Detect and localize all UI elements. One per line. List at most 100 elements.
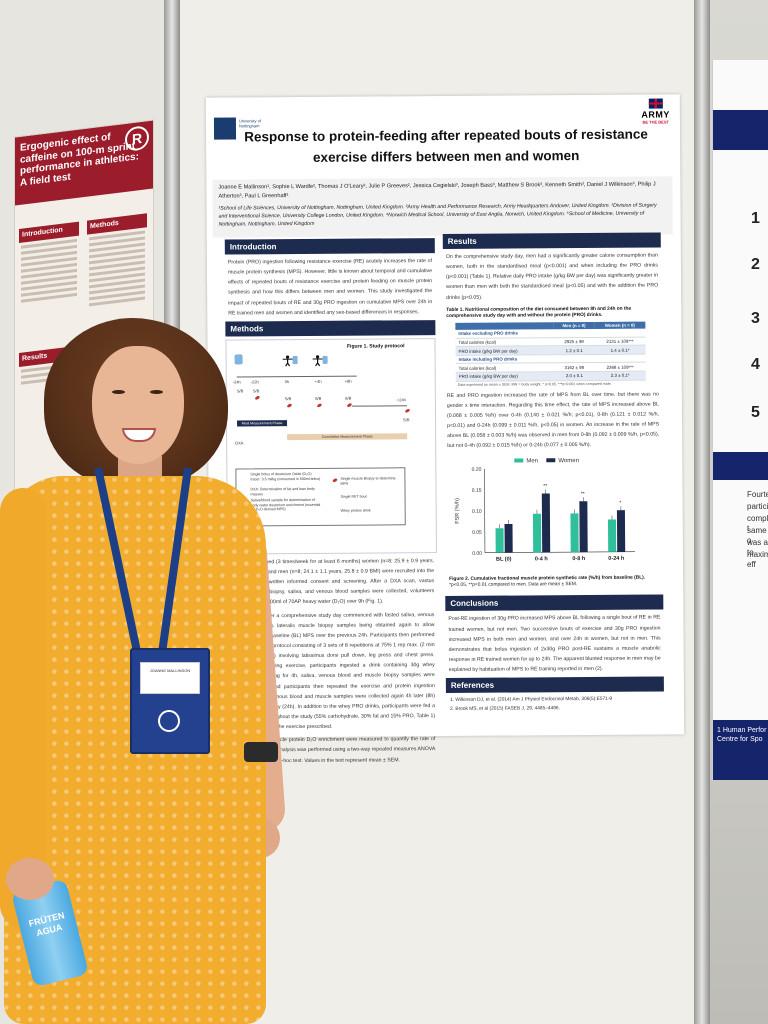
- conclusions-heading: Conclusions: [445, 594, 664, 612]
- significance-marker: *: [619, 500, 621, 506]
- right-poster-line: was asked to: [747, 538, 768, 558]
- legend-swatch-men: [514, 458, 524, 463]
- y-axis: [484, 468, 486, 553]
- x-tick-label: 0-4 h: [535, 556, 549, 562]
- conclusions-text: Post-RE ingestion of 30g PRO increased M…: [448, 614, 661, 674]
- table-cell: PRO intake (g/kg BW per day): [455, 371, 555, 382]
- university-logo-icon: [213, 117, 237, 140]
- right-poster-number: 5: [751, 404, 760, 421]
- biopsy-icon: [316, 402, 323, 408]
- significance-marker: **: [543, 483, 547, 489]
- right-poster-line: same time o: [747, 526, 768, 546]
- right-poster-number: 1: [751, 210, 760, 227]
- sample-label: S/B: [314, 395, 322, 401]
- cumulative-phase-strip: Cumulative Measurement Phase: [287, 433, 408, 440]
- reference-item: 2. Brook MS, et al (2015) FASEB J. 29, 4…: [450, 706, 560, 713]
- significance-marker: **: [581, 491, 585, 497]
- conference-badge: JOANNE MALLINSON: [130, 648, 210, 754]
- x-tick-label: BL (0): [496, 556, 512, 562]
- badge-name-card: JOANNE MALLINSON: [140, 662, 200, 694]
- results-text-1: On the comprehensive study day, men had …: [445, 252, 659, 301]
- table-cell: [553, 354, 595, 364]
- left-poster-col-2: Methods: [87, 213, 147, 309]
- biopsy-icon: [404, 408, 411, 414]
- right-poster-footer: 1 Human Perfor 2 Centre for Spo: [713, 720, 768, 780]
- eye: [112, 390, 125, 394]
- bar-women: [579, 500, 588, 552]
- bar-women: [504, 523, 513, 553]
- right-poster-number: 2: [751, 256, 760, 273]
- timeline-axis-2: [351, 405, 407, 407]
- bar-women: [541, 492, 551, 552]
- left-hand: [6, 858, 54, 900]
- main-poster: University of Nottingham ARMY BE THE BES…: [205, 94, 685, 764]
- fsr-chart: Men Women 0.00 0.05 0.10 0.15 0.20 FSR (%/h) B…: [444, 455, 663, 577]
- table-cell: 2.3 ± 0.1*: [594, 371, 646, 381]
- right-neighbor-poster: 1 2 3 4 5 Fourteen t participated comple…: [712, 60, 768, 780]
- figure-2-caption-text: *p<0.05, **p<0.01 compared to men. Data …: [449, 582, 578, 589]
- right-poster-band-2: [713, 452, 768, 480]
- timeline-label: +4h: [314, 378, 322, 384]
- introduction-text: Protein (PRO) ingestion following resist…: [227, 258, 433, 317]
- smile: [122, 428, 156, 442]
- army-wordmark: ARMY: [641, 109, 670, 120]
- lifter-icon: [312, 354, 323, 367]
- badge-logo-icon: [158, 710, 180, 732]
- right-pole: [694, 0, 710, 1024]
- introduction-heading: Introduction: [224, 238, 435, 255]
- y-tick-label: 0.10: [472, 508, 482, 514]
- legend-item: Single muscle Biopsy to determine MPS: [340, 476, 396, 486]
- right-poster-line: Fourteen t: [747, 490, 768, 499]
- presenter-person: JOANNE MALLINSON FRÜTEN AGUA: [0, 318, 300, 1024]
- legend-swatch-women: [546, 458, 556, 463]
- left-sleeve: [0, 488, 46, 928]
- table-cell: [553, 329, 595, 338]
- union-flag-icon: [648, 98, 663, 109]
- legend-item: Single RET bout: [340, 494, 367, 499]
- poster-authors: Joanne E Mallinson¹, Sophie L Wardle², T…: [218, 181, 656, 200]
- table-cell: 3162 ± 98: [553, 362, 595, 372]
- figure-1-title: Figure 1. Study protocol: [346, 343, 405, 350]
- table-cell: 2368 ± 109***: [594, 362, 646, 372]
- bar-men: [607, 518, 617, 552]
- results-heading: Results: [442, 232, 661, 250]
- y-tick-label: 0.00: [472, 550, 482, 556]
- poster-left-column: Introduction Protein (PRO) ingestion fol…: [224, 238, 439, 769]
- table-cell: 1.2 ± 0.1: [553, 345, 595, 355]
- y-tick-label: 0.05: [472, 529, 482, 535]
- figure-2-caption: Figure 2. Cumulative fractional muscle p…: [445, 575, 663, 590]
- x-tick-label: 0-8 h: [572, 556, 586, 562]
- right-poster-band: [713, 110, 768, 150]
- table-cell: [594, 353, 646, 363]
- references-list: 1. Wilkinson DJ, et al. (2014) Am J Phys…: [446, 692, 664, 718]
- timeline-label: +8h: [344, 378, 352, 384]
- table-1-caption: Table 1. Nutritional composition of the …: [446, 306, 632, 320]
- right-poster-line: participated: [747, 502, 768, 511]
- references-heading: References: [445, 676, 664, 694]
- x-tick-label: 0-24 h: [608, 555, 625, 561]
- legend-item: Whey protein drink: [340, 508, 371, 513]
- wristwatch: [244, 742, 278, 762]
- poster-header: University of Nottingham ARMY BE THE BES…: [206, 94, 681, 177]
- study-protocol-figure: Figure 1. Study protocol -24h -22h 0h +4…: [225, 337, 437, 555]
- y-tick-label: 0.20: [472, 466, 482, 472]
- nutrition-table: Men (n = 8) Women (n = 8) Intake excludi…: [455, 321, 646, 382]
- bar-men: [570, 512, 579, 552]
- timeline-label: +24h: [396, 397, 406, 403]
- eye: [150, 390, 163, 394]
- bottle-label: FRÜTEN AGUA: [27, 910, 66, 938]
- legend-label-women: Women: [558, 457, 579, 464]
- right-poster-number: 4: [751, 356, 760, 373]
- protein-drink-icon: [322, 355, 328, 364]
- poster-right-column: Results On the comprehensive study day, …: [442, 232, 664, 718]
- biopsy-icon: [332, 477, 338, 483]
- results-text-2: RE and PRO ingestion increased the rate …: [446, 391, 660, 450]
- bar-women: [616, 509, 626, 552]
- chart-legend: Men Women: [514, 458, 579, 464]
- bar-men: [532, 513, 542, 552]
- sample-label: S/B: [344, 395, 352, 401]
- sample-label: S/B: [403, 417, 410, 423]
- right-poster-line: maximum eff: [747, 550, 768, 570]
- army-logo: ARMY BE THE BEST: [641, 98, 670, 125]
- lifter-icon: [282, 354, 293, 367]
